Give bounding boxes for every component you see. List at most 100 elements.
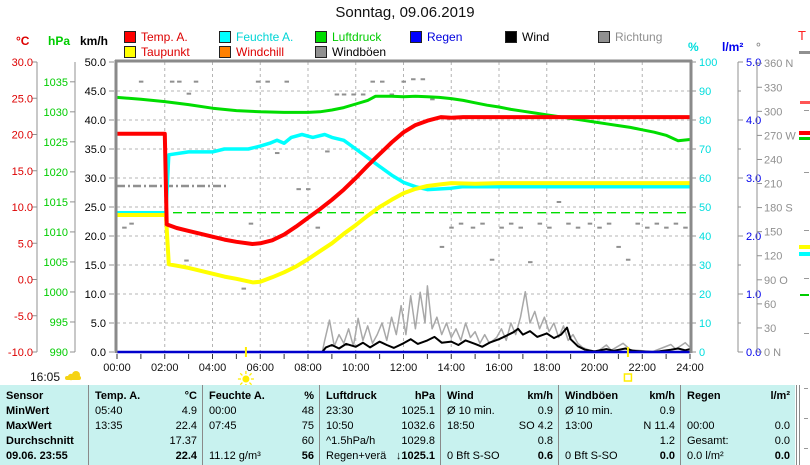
svg-text:02:00: 02:00: [151, 362, 179, 374]
table-row: 22.4: [89, 448, 202, 463]
svg-text:10.0: 10.0: [12, 202, 33, 214]
column-unit: %: [304, 389, 314, 402]
cell-label: 05:40: [95, 404, 123, 417]
legend-label: Richtung: [615, 30, 663, 44]
cell-value: 0.0: [774, 449, 790, 462]
svg-text:10:00: 10:00: [342, 362, 370, 374]
svg-text:04:00: 04:00: [199, 362, 227, 374]
cell-label: Gesamt:: [687, 434, 729, 447]
svg-text:360 N: 360 N: [764, 58, 793, 70]
table-row: 0 Bft S-SO 0.6: [441, 448, 558, 463]
table-header-row: Windböen km/h: [559, 385, 680, 403]
cell-label: 18:50: [447, 419, 475, 432]
cell-value: 0.9: [659, 404, 675, 417]
legend-label: Wind: [522, 30, 550, 44]
svg-text:1.0: 1.0: [746, 289, 761, 301]
windboeen-swatch-icon: [315, 46, 327, 58]
svg-text:90 O: 90 O: [764, 275, 788, 287]
axis-header-direction: °: [756, 40, 761, 54]
svg-text:15.0: 15.0: [12, 166, 33, 178]
svg-text:1035: 1035: [44, 77, 68, 89]
table-row: 13:00 N 11.4: [559, 418, 680, 433]
table-header-row: Feuchte A.%: [203, 385, 319, 403]
cell-value: 1.2: [659, 434, 675, 447]
svg-text:150: 150: [764, 227, 782, 239]
table-header-row: Regen l/m²: [681, 385, 795, 403]
cell-value: 48: [301, 404, 314, 417]
svg-text:20.0: 20.0: [12, 130, 33, 142]
svg-text:30: 30: [764, 323, 776, 335]
cell-value: 17.37: [169, 434, 197, 447]
time-axis: 00:00 02:00 04:00 06:00 08:00 10:00 12:00 14:00…: [103, 354, 704, 374]
cell-value: SO 4.2: [518, 419, 553, 432]
table-header-row: Sensor: [0, 385, 88, 403]
svg-text:00:00: 00:00: [103, 362, 131, 374]
cell-label: 13:35: [95, 419, 123, 432]
cell-value: 1032.6: [401, 419, 435, 432]
svg-text:80: 80: [699, 115, 711, 127]
cutoff-column-label: T: [798, 28, 806, 43]
axis-hpa: 1035 1030 1025 1020 1015 1010 1005 1000 995 990: [44, 62, 76, 359]
svg-text:2.0: 2.0: [746, 231, 761, 243]
table-row: 07:45 75: [203, 418, 319, 433]
cell-label: 0 Bft S-SO: [447, 449, 500, 462]
wind-direction-series: [117, 78, 688, 290]
cell-label: MinWert: [6, 404, 50, 417]
axis-temp_c: 30.0 25.0 20.0 15.0 10.0 5.0 0.0 -5.0 -10.0: [8, 57, 38, 359]
svg-text:0.0: 0.0: [18, 275, 33, 287]
svg-text:25.0: 25.0: [85, 202, 106, 214]
cell-label: 07:45: [209, 419, 237, 432]
cell-value: 1025.1: [401, 404, 435, 417]
axis-header-wind: km/h: [80, 34, 109, 48]
right-edge-marks: [799, 51, 810, 449]
sun-cloud-icon: [65, 371, 81, 381]
table-row: 10:50 1032.6: [320, 418, 440, 433]
feuchte-a-swatch-icon: [219, 31, 231, 43]
gridlines: [117, 62, 690, 352]
svg-text:20: 20: [699, 289, 711, 301]
table-row: 0.8: [441, 433, 558, 448]
table-column-wind: Wind km/h Ø 10 min. 0.9 18:50 SO 4.2 0.8 0 Bft …: [440, 385, 558, 465]
table-row: 05:40 4.9: [89, 403, 202, 418]
cell-label: 11.12 g/m³: [209, 449, 261, 462]
sensor-summary-table: Sensor MinWert MaxWert Durchschnitt 09.06. 2…: [0, 385, 795, 465]
svg-text:25.0: 25.0: [12, 93, 33, 105]
table-row: MinWert: [0, 403, 88, 418]
axis-header-pressure: hPa: [48, 34, 71, 48]
cell-value: 0.0: [774, 419, 790, 432]
table-row: 11.12 g/m³ 56: [203, 448, 319, 463]
cell-label: 00:00: [687, 419, 715, 432]
axis-header-temp: °C: [16, 34, 30, 48]
svg-text:1015: 1015: [44, 197, 68, 209]
svg-text:30: 30: [699, 260, 711, 272]
svg-text:180 S: 180 S: [764, 203, 793, 215]
svg-text:40: 40: [699, 231, 711, 243]
svg-text:18:00: 18:00: [533, 362, 561, 374]
svg-text:240: 240: [764, 154, 782, 166]
series-windb-en: [116, 285, 691, 353]
cell-label: Ø 10 min.: [565, 404, 613, 417]
taupunkt-swatch-icon: [124, 46, 136, 58]
svg-text:0.0: 0.0: [91, 347, 106, 359]
cell-value: 75: [301, 419, 314, 432]
svg-text:120: 120: [764, 251, 782, 263]
svg-text:50.0: 50.0: [85, 57, 106, 69]
cell-value: 0.0: [774, 434, 790, 447]
table-column-temp: Temp. A. °C 05:40 4.9 13:35 22.4 17.37 22.4: [88, 385, 202, 465]
svg-text:08:00: 08:00: [294, 362, 322, 374]
legend-item-windchill: Windchill: [219, 46, 284, 58]
svg-text:0 N: 0 N: [764, 347, 781, 359]
cell-value: 0.0: [659, 449, 675, 462]
cell-label: 0 Bft S-SO: [565, 449, 618, 462]
svg-text:60: 60: [699, 173, 711, 185]
svg-text:15.0: 15.0: [85, 260, 106, 272]
column-header: Windböen: [565, 389, 619, 402]
svg-text:300: 300: [764, 106, 782, 118]
cell-value: 1029.8: [401, 434, 435, 447]
legend-item-wind: Wind: [505, 31, 549, 43]
table-column-regen: Regen l/m² 00:00 0.0 Gesamt: 0.0 0.0 l/m² 0.0: [680, 385, 795, 465]
svg-text:1025: 1025: [44, 137, 68, 149]
table-header-row: Luftdruck hPa: [320, 385, 440, 403]
svg-text:1010: 1010: [44, 227, 68, 239]
